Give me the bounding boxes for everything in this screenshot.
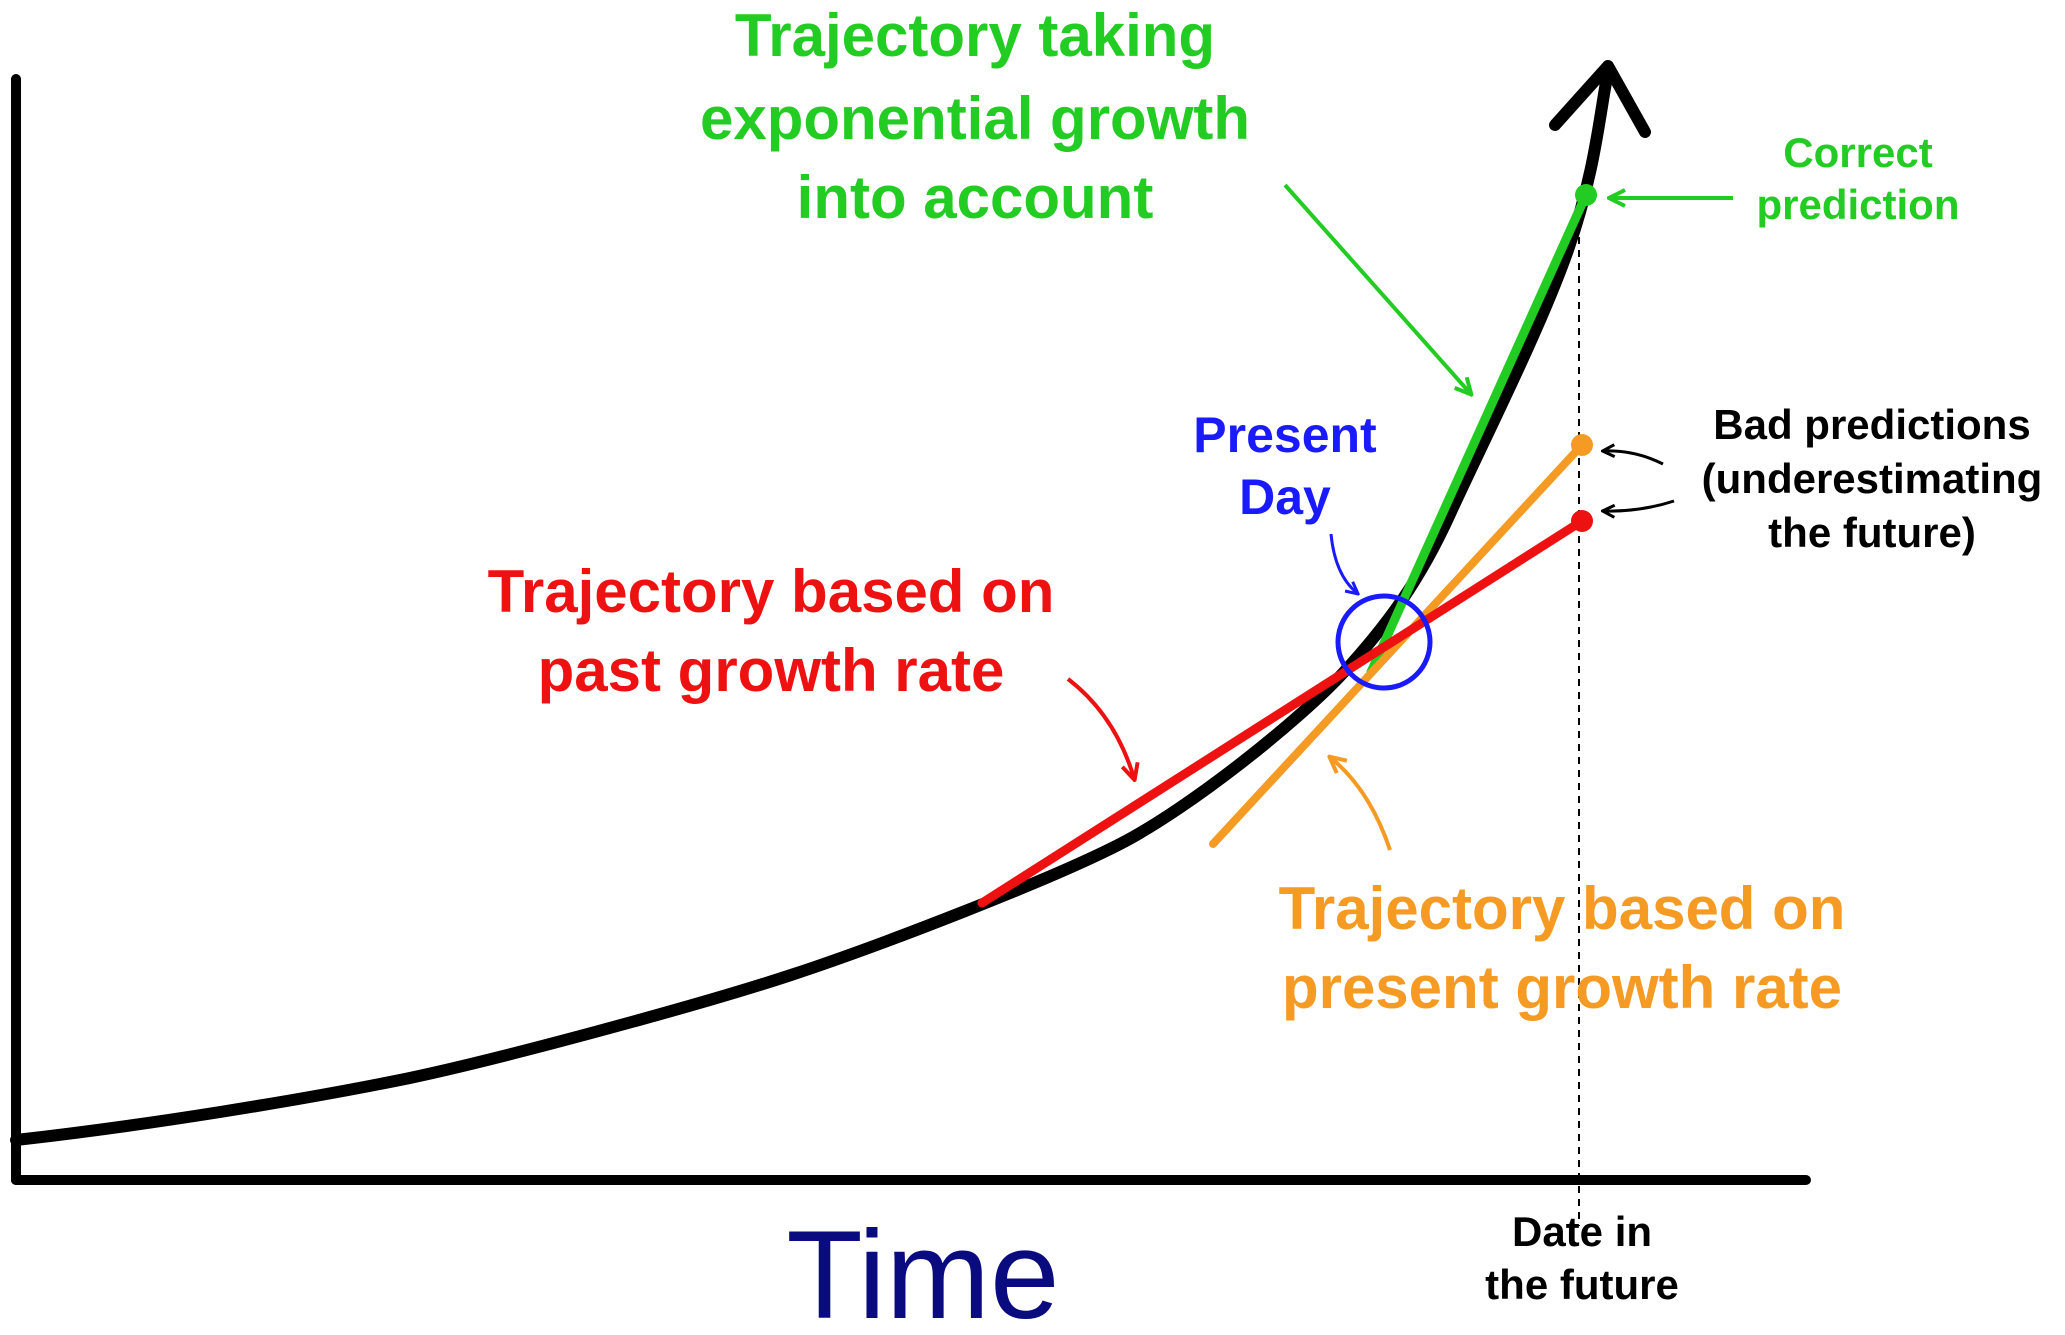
label-line: Trajectory based on bbox=[488, 558, 1055, 625]
arrow bbox=[1329, 533, 1357, 593]
present-day-label: Present Day bbox=[1193, 407, 1377, 525]
present-rate-label: Trajectory based on present growth rate bbox=[1279, 875, 1846, 1021]
label-line: Trajectory based on bbox=[1279, 875, 1846, 942]
label-line: Date in bbox=[1512, 1208, 1652, 1255]
label-line: the future) bbox=[1768, 509, 1976, 556]
arrow bbox=[1066, 677, 1134, 778]
label-line: (underestimating bbox=[1702, 455, 2043, 502]
label-line: exponential growth bbox=[700, 85, 1250, 152]
exponential-line bbox=[1366, 190, 1591, 677]
arrow bbox=[1283, 183, 1470, 393]
label-line: Bad predictions bbox=[1713, 401, 2030, 448]
arrow bbox=[1604, 451, 1664, 466]
arrow bbox=[1331, 758, 1392, 851]
past-rate-label: Trajectory based on past growth rate bbox=[488, 558, 1055, 704]
label-line: past growth rate bbox=[538, 637, 1005, 704]
correct-dot bbox=[1575, 184, 1597, 206]
future-date-label: Date in the future bbox=[1485, 1208, 1679, 1308]
label-line: present growth rate bbox=[1282, 954, 1842, 1021]
label-line: Trajectory taking bbox=[735, 2, 1215, 69]
exponential-label: Trajectory taking exponential growth int… bbox=[700, 2, 1250, 231]
label-line: Correct bbox=[1783, 129, 1932, 176]
label-line: the future bbox=[1485, 1261, 1679, 1308]
present-circle bbox=[1335, 593, 1433, 691]
past-rate-dot bbox=[1571, 510, 1593, 532]
label-line: Present bbox=[1193, 407, 1377, 463]
present-rate-line bbox=[1209, 441, 1586, 848]
x-axis-label: Time bbox=[786, 1206, 1059, 1335]
present-rate-dot bbox=[1571, 434, 1593, 456]
correct-label: Correct prediction bbox=[1756, 129, 1959, 228]
label-line: prediction bbox=[1756, 181, 1959, 228]
curve-arrowhead bbox=[1549, 60, 1651, 138]
axes bbox=[11, 74, 1811, 1185]
arrow bbox=[1604, 499, 1675, 511]
label-line: Day bbox=[1239, 469, 1331, 525]
growth-curve bbox=[10, 66, 1614, 1146]
bad-label: Bad predictions (underestimating the fut… bbox=[1702, 401, 2043, 556]
label-line: into account bbox=[797, 164, 1154, 231]
past-rate-line bbox=[977, 516, 1587, 908]
